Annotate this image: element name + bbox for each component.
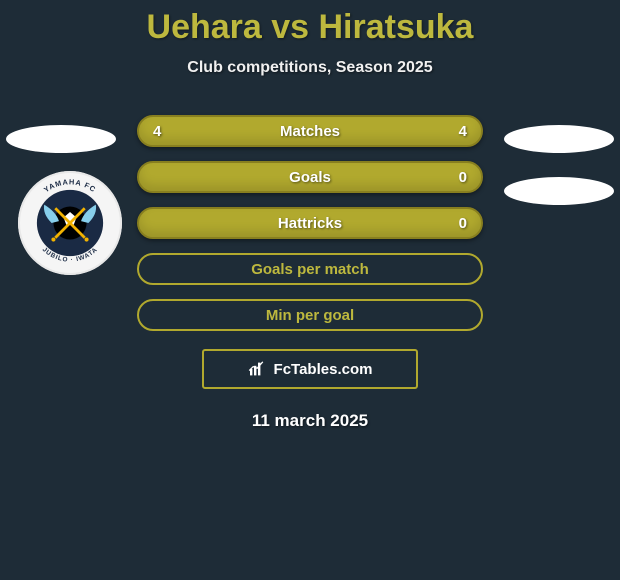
placeholder-ellipse <box>504 125 614 153</box>
generation-date: 11 march 2025 <box>0 411 620 431</box>
stat-label: Goals <box>289 169 331 186</box>
branding-box[interactable]: FcTables.com <box>202 349 418 389</box>
svg-text:YAMAHA FC: YAMAHA FC <box>42 177 98 194</box>
club-crest-icon: YAMAHA FC JUBILO · IWATA <box>24 177 116 269</box>
branding-text: FcTables.com <box>274 361 373 378</box>
page-subtitle: Club competitions, Season 2025 <box>0 59 620 77</box>
stat-label: Min per goal <box>266 307 354 324</box>
stat-right-value: 0 <box>459 215 467 232</box>
stats-content: YAMAHA FC JUBILO · IWATA <box>0 115 620 431</box>
stat-left-value: 4 <box>153 123 161 140</box>
stat-bar-goals-per-match: Goals per match <box>137 253 483 285</box>
stat-bar-goals: Goals 0 <box>137 161 483 193</box>
stat-bar-min-per-goal: Min per goal <box>137 299 483 331</box>
stat-right-value: 0 <box>459 169 467 186</box>
stat-bar-hattricks: Hattricks 0 <box>137 207 483 239</box>
bar-chart-icon <box>248 361 268 377</box>
stat-label: Hattricks <box>278 215 342 232</box>
stat-bar-matches: 4 Matches 4 <box>137 115 483 147</box>
club-badge-jubilo: YAMAHA FC JUBILO · IWATA <box>18 171 122 275</box>
stat-right-value: 4 <box>459 123 467 140</box>
placeholder-ellipse <box>504 177 614 205</box>
svg-text:JUBILO · IWATA: JUBILO · IWATA <box>41 246 100 264</box>
stat-label: Goals per match <box>251 261 369 278</box>
stat-bar-list: 4 Matches 4 Goals 0 Hattricks 0 Goals pe… <box>137 115 483 331</box>
stat-label: Matches <box>280 123 340 140</box>
placeholder-ellipse <box>6 125 116 153</box>
page-title: Uehara vs Hiratsuka <box>0 0 620 47</box>
